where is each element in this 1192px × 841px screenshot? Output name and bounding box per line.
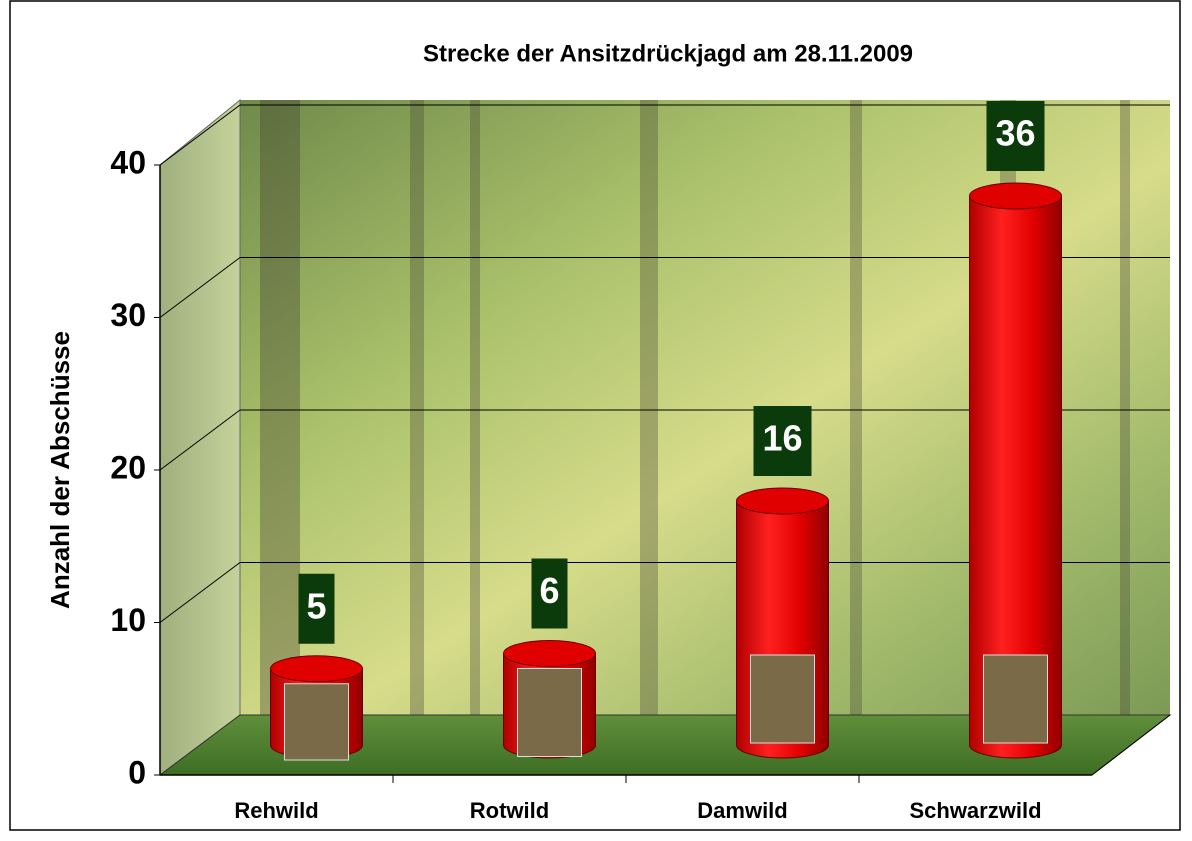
y-tick-label: 20 — [110, 449, 146, 485]
y-tick-label: 40 — [110, 144, 146, 180]
y-tick-label: 10 — [110, 602, 146, 638]
animal-photo — [751, 655, 815, 743]
bar-top — [271, 656, 363, 682]
y-axis-title: Anzahl der Abschüsse — [45, 331, 75, 609]
bar-top — [737, 488, 829, 514]
chart-title: Strecke der Ansitzdrückjagd am 28.11.200… — [423, 40, 913, 67]
value-label: 5 — [306, 585, 326, 626]
animal-photo — [285, 684, 349, 760]
chart: Strecke der Ansitzdrückjagd am 28.11.200… — [0, 0, 1192, 841]
y-tick-label: 30 — [110, 297, 146, 333]
value-label: 6 — [539, 570, 559, 611]
value-label: 36 — [995, 113, 1035, 154]
value-label: 16 — [762, 418, 802, 459]
x-tick-label: Schwarzwild — [909, 798, 1041, 823]
animal-photo — [984, 655, 1048, 743]
bar-top — [970, 183, 1062, 209]
animal-photo — [518, 669, 582, 757]
bar-top — [504, 641, 596, 667]
side-wall — [160, 100, 240, 775]
x-tick-label: Rehwild — [234, 798, 318, 823]
x-tick-label: Rotwild — [470, 798, 549, 823]
y-tick-label: 0 — [128, 754, 146, 790]
x-tick-label: Damwild — [697, 798, 787, 823]
